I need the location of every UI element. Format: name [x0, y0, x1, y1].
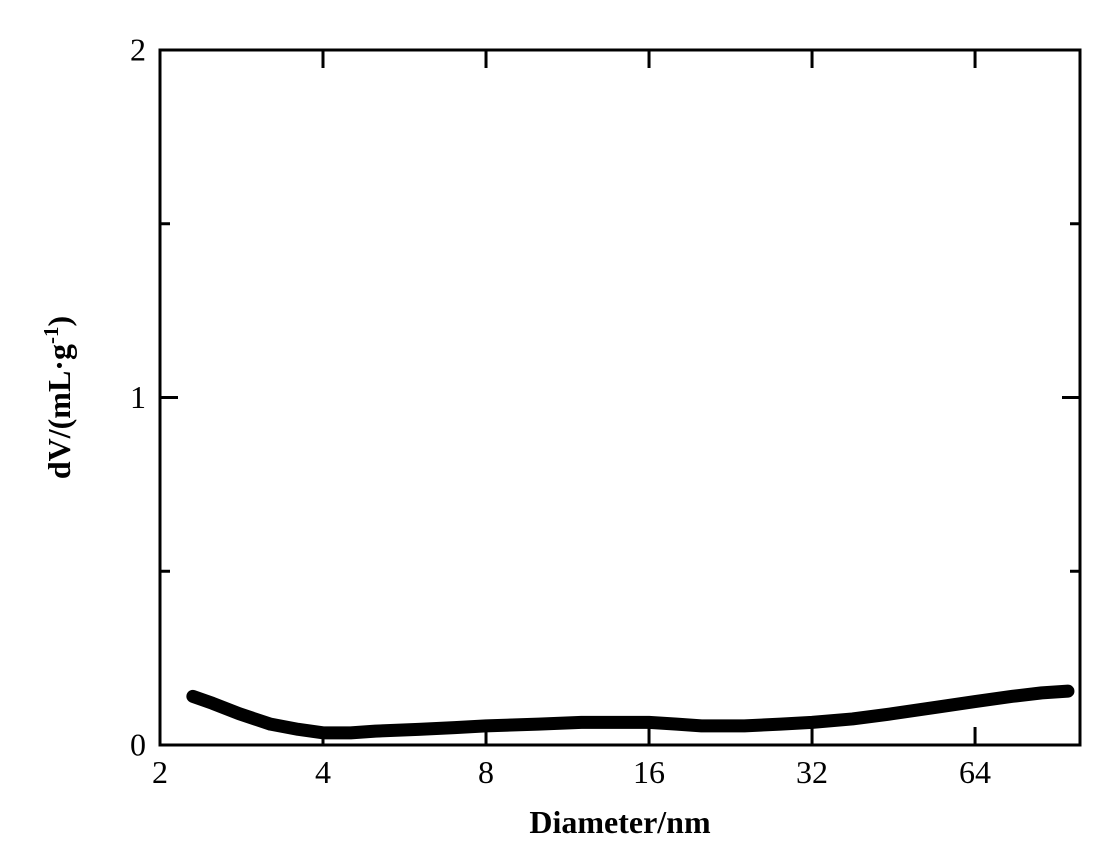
svg-text:64: 64: [959, 754, 991, 790]
svg-text:0: 0: [130, 727, 146, 763]
chart-svg: 248163264012Diameter/nmdV/(mL·g-1): [0, 0, 1112, 864]
svg-text:16: 16: [633, 754, 665, 790]
svg-text:8: 8: [478, 754, 494, 790]
svg-text:4: 4: [315, 754, 331, 790]
svg-text:2: 2: [130, 32, 146, 68]
svg-text:1: 1: [130, 379, 146, 415]
x-axis-label: Diameter/nm: [529, 804, 711, 840]
svg-text:2: 2: [152, 754, 168, 790]
pore-size-distribution-chart: 248163264012Diameter/nmdV/(mL·g-1): [0, 0, 1112, 864]
svg-text:32: 32: [796, 754, 828, 790]
